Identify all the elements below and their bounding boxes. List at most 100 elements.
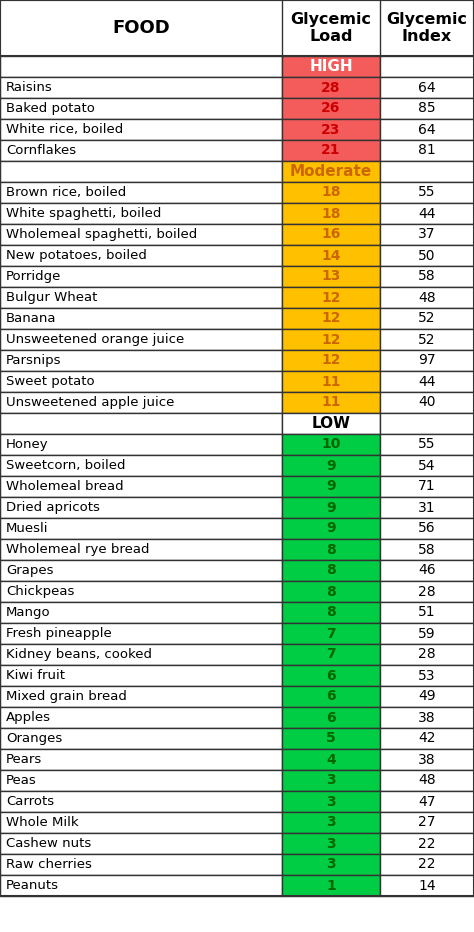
Text: Raw cherries: Raw cherries (6, 858, 92, 871)
Bar (282, 770, 380, 791)
Text: 3: 3 (326, 857, 336, 871)
Bar (380, 686, 474, 707)
Bar (380, 329, 474, 350)
Text: 8: 8 (326, 606, 336, 620)
Bar (380, 245, 474, 266)
Text: Grapes: Grapes (6, 564, 54, 577)
Text: 85: 85 (418, 102, 436, 116)
Text: Wholemeal spaghetti, boiled: Wholemeal spaghetti, boiled (6, 228, 197, 241)
Bar (380, 224, 474, 245)
Text: Fresh pineapple: Fresh pineapple (6, 627, 112, 640)
Bar (380, 182, 474, 203)
Text: 31: 31 (418, 500, 436, 514)
Bar (282, 812, 380, 833)
Text: 52: 52 (418, 311, 436, 325)
Bar (282, 119, 380, 140)
Bar (0, 182, 282, 203)
Bar (282, 56, 380, 77)
Text: 97: 97 (418, 353, 436, 367)
Text: Sweet potato: Sweet potato (6, 375, 95, 388)
Text: Parsnips: Parsnips (6, 354, 62, 367)
Text: 37: 37 (418, 227, 436, 241)
Bar (282, 266, 380, 287)
Text: 13: 13 (321, 269, 341, 283)
Bar (282, 833, 380, 854)
Text: 40: 40 (418, 395, 436, 409)
Text: Unsweetened apple juice: Unsweetened apple juice (6, 396, 174, 409)
Bar (380, 455, 474, 476)
Bar (282, 791, 380, 812)
Bar (0, 392, 282, 413)
Text: White spaghetti, boiled: White spaghetti, boiled (6, 207, 161, 220)
Text: 53: 53 (418, 668, 436, 682)
Bar (380, 728, 474, 749)
Text: 42: 42 (418, 732, 436, 746)
Text: 21: 21 (321, 144, 341, 158)
Bar (0, 833, 282, 854)
Text: Apples: Apples (6, 711, 51, 724)
Bar (0, 749, 282, 770)
Text: 18: 18 (321, 185, 341, 199)
Text: 81: 81 (418, 144, 436, 158)
Text: 56: 56 (418, 522, 436, 536)
Bar (380, 581, 474, 602)
Text: Glycemic
Load: Glycemic Load (291, 12, 372, 44)
Text: 12: 12 (321, 291, 341, 305)
Bar (282, 623, 380, 644)
Bar (0, 245, 282, 266)
Bar (0, 161, 282, 182)
Bar (0, 728, 282, 749)
Bar (380, 266, 474, 287)
Bar (0, 602, 282, 623)
Text: 47: 47 (418, 794, 436, 808)
Bar (0, 875, 282, 896)
Text: 54: 54 (418, 459, 436, 473)
Text: 1: 1 (326, 879, 336, 893)
Text: Carrots: Carrots (6, 795, 54, 808)
Bar (282, 77, 380, 98)
Bar (0, 812, 282, 833)
Text: Oranges: Oranges (6, 732, 62, 745)
Text: 58: 58 (418, 542, 436, 556)
Bar (282, 329, 380, 350)
Bar (380, 791, 474, 812)
Text: 3: 3 (326, 774, 336, 788)
Text: 12: 12 (321, 311, 341, 325)
Bar (0, 707, 282, 728)
Bar (0, 203, 282, 224)
Bar (282, 308, 380, 329)
Bar (0, 308, 282, 329)
Bar (0, 224, 282, 245)
Bar (282, 686, 380, 707)
Bar (282, 875, 380, 896)
Bar (0, 644, 282, 665)
Text: 12: 12 (321, 353, 341, 367)
Bar (0, 0, 474, 56)
Bar (282, 161, 380, 182)
Text: Whole Milk: Whole Milk (6, 816, 79, 829)
Text: 28: 28 (418, 648, 436, 662)
Bar (380, 812, 474, 833)
Text: 8: 8 (326, 564, 336, 578)
Bar (380, 203, 474, 224)
Text: 14: 14 (321, 249, 341, 263)
Text: 52: 52 (418, 333, 436, 347)
Text: 46: 46 (418, 564, 436, 578)
Bar (380, 392, 474, 413)
Bar (380, 287, 474, 308)
Bar (380, 371, 474, 392)
Text: 11: 11 (321, 375, 341, 389)
Bar (380, 413, 474, 434)
Text: 10: 10 (321, 437, 341, 451)
Bar (0, 560, 282, 581)
Bar (380, 56, 474, 77)
Text: Mixed grain bread: Mixed grain bread (6, 690, 127, 703)
Text: 3: 3 (326, 837, 336, 851)
Bar (282, 392, 380, 413)
Text: 8: 8 (326, 584, 336, 598)
Text: New potatoes, boiled: New potatoes, boiled (6, 249, 147, 262)
Text: 14: 14 (418, 879, 436, 893)
Bar (0, 98, 282, 119)
Bar (0, 266, 282, 287)
Text: LOW: LOW (311, 416, 350, 431)
